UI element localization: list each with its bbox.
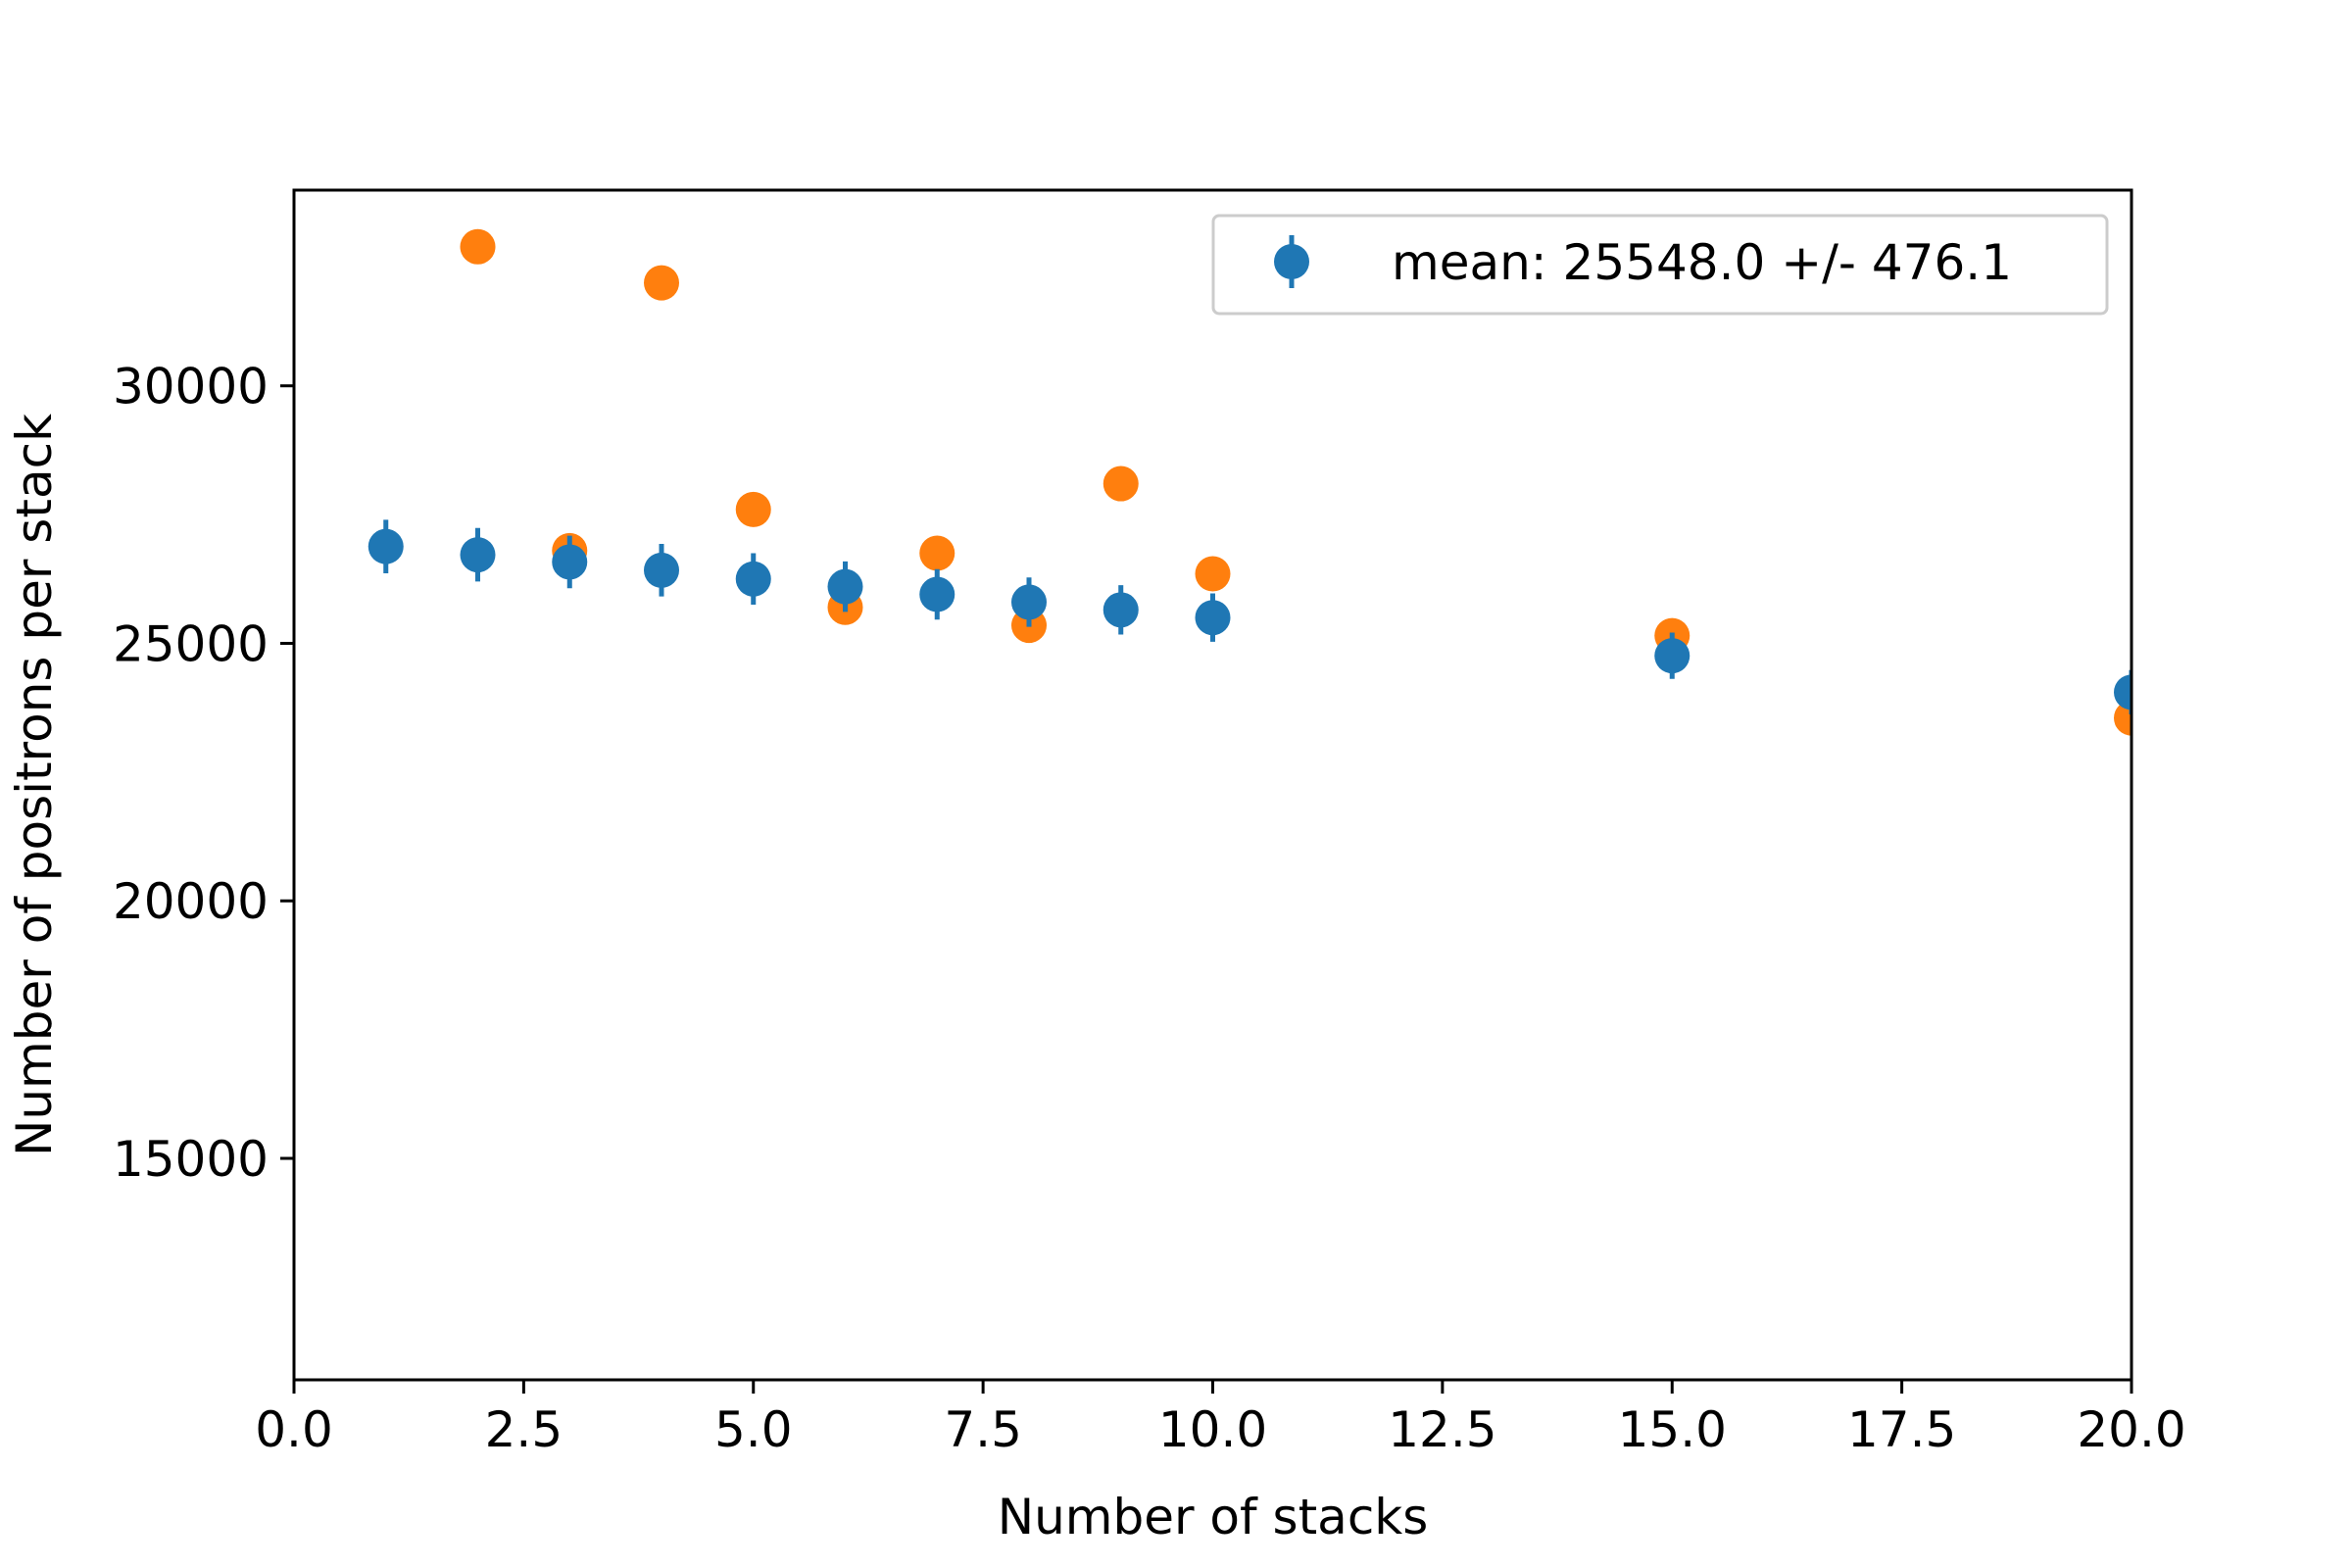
- data-point: [735, 491, 771, 527]
- y-axis: 15000 20000 25000 30000: [113, 359, 294, 1188]
- x-tick-label: 17.5: [1847, 1401, 1956, 1458]
- x-tick-label: 7.5: [944, 1401, 1022, 1458]
- data-point: [919, 576, 956, 612]
- data-point: [1102, 466, 1139, 502]
- y-tick-label: 20000: [113, 873, 269, 930]
- data-point: [735, 561, 771, 597]
- legend-marker: [1274, 244, 1309, 279]
- data-point: [2114, 674, 2132, 710]
- data-point: [1654, 638, 1690, 674]
- x-tick-label: 0.0: [255, 1401, 333, 1458]
- x-tick-label: 15.0: [1618, 1401, 1727, 1458]
- y-axis-label: Number of positrons per stack: [6, 414, 63, 1156]
- x-axis: 0.0 2.5 5.0 7.5 10.0 12.5 15.0 17.5 20.0: [255, 1380, 2186, 1458]
- data-point: [460, 537, 496, 573]
- data-point: [552, 544, 588, 580]
- x-tick-label: 20.0: [2077, 1401, 2185, 1458]
- data-point: [644, 265, 679, 301]
- data-point: [368, 528, 404, 564]
- data-point: [460, 228, 496, 265]
- y-tick-label: 30000: [113, 359, 269, 416]
- data-point: [644, 552, 679, 588]
- x-tick-label: 5.0: [714, 1401, 793, 1458]
- data-point: [1011, 584, 1047, 620]
- data-point: [1102, 592, 1139, 628]
- data-point: [919, 535, 956, 571]
- y-tick-label: 25000: [113, 615, 269, 672]
- plot-marks: [368, 228, 2132, 736]
- x-axis-label: Number of stacks: [998, 1489, 1429, 1545]
- legend: mean: 25548.0 +/- 476.1: [1211, 214, 2109, 316]
- legend-box: [1211, 214, 2109, 316]
- x-tick-label: 10.0: [1158, 1401, 1267, 1458]
- legend-entry-label: mean: 25548.0 +/- 476.1: [1392, 234, 2012, 291]
- data-point: [1195, 600, 1231, 636]
- y-tick-label: 15000: [113, 1131, 269, 1188]
- series-1: [368, 519, 2132, 715]
- data-point: [1195, 556, 1231, 592]
- x-tick-label: 12.5: [1388, 1401, 1496, 1458]
- x-tick-label: 2.5: [485, 1401, 564, 1458]
- data-point: [827, 568, 863, 605]
